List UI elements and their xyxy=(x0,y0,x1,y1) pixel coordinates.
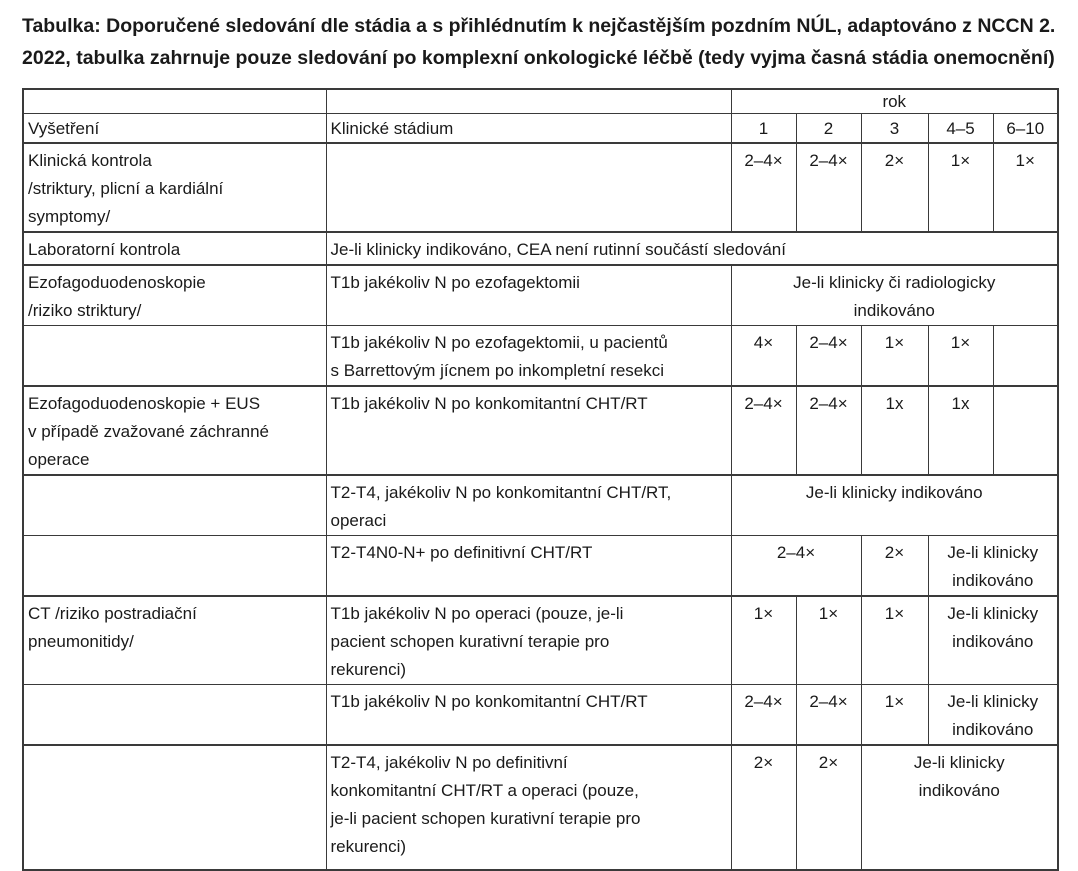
table-row: T2-T4, jakékoliv N po konkomitantní CHT/… xyxy=(22,474,1059,536)
header-year: 6–10 xyxy=(992,112,1059,144)
header-year: 4–5 xyxy=(927,112,994,144)
cell-year-value: 2× xyxy=(860,142,929,233)
cell-note: Je-li klinicky indikováno, CEA není ruti… xyxy=(325,231,1059,266)
cell-stage: T2-T4, jakékoliv N po definitivní konkom… xyxy=(325,744,732,871)
table-row: T2-T4N0-N+ po definitivní CHT/RT 2–4× 2×… xyxy=(22,535,1059,597)
empty-cell xyxy=(22,474,327,536)
follow-up-table: rok Vyšetření Klinické stádium 1 2 3 4–5… xyxy=(22,88,1059,871)
cell-year-value: 2× xyxy=(795,744,862,871)
cell-year-value: 2–4× xyxy=(730,535,862,597)
empty-cell xyxy=(22,684,327,746)
empty-cell xyxy=(22,744,327,871)
cell-stage: T2-T4N0-N+ po definitivní CHT/RT xyxy=(325,535,732,597)
cell-stage: T1b jakékoliv N po konkomitantní CHT/RT xyxy=(325,684,732,746)
cell-examination: Laboratorní kontrola xyxy=(22,231,327,266)
cell-examination: Ezofagoduodenoskopie + EUS v případě zva… xyxy=(22,385,327,476)
cell-note: Je-li klinicky či radiologicky indikován… xyxy=(730,264,1059,326)
cell-stage: T1b jakékoliv N po konkomitantní CHT/RT xyxy=(325,385,732,476)
header-examination: Vyšetření xyxy=(22,112,327,144)
cell-year-value: 1x xyxy=(860,385,929,476)
cell-stage: T1b jakékoliv N po operaci (pouze, je-li… xyxy=(325,595,732,685)
table-row: rok xyxy=(22,88,1059,114)
empty-cell xyxy=(22,535,327,597)
cell-note: Je-li klinicky indikováno xyxy=(730,474,1059,536)
cell-year-value xyxy=(992,325,1059,387)
cell-year-value: 2–4× xyxy=(730,385,797,476)
table-row: Vyšetření Klinické stádium 1 2 3 4–5 6–1… xyxy=(22,112,1059,144)
cell-year-value: 2–4× xyxy=(795,142,862,233)
table-title: Tabulka: Doporučené sledování dle stádia… xyxy=(22,15,1056,69)
header-year: 3 xyxy=(860,112,929,144)
empty-cell xyxy=(22,88,327,114)
cell-stage: T1b jakékoliv N po ezofagektomii, u paci… xyxy=(325,325,732,387)
table-row: Laboratorní kontrola Je-li klinicky indi… xyxy=(22,231,1059,266)
cell-year-value: 1× xyxy=(860,325,929,387)
table-row: CT /riziko postradiační pneumonitidy/ T1… xyxy=(22,595,1059,685)
cell-note: Je-li klinicky indikováno xyxy=(927,684,1059,746)
cell-year-value: 1× xyxy=(730,595,797,685)
table-row: Klinická kontrola /striktury, plicní a k… xyxy=(22,142,1059,233)
cell-year-value: 1× xyxy=(992,142,1059,233)
cell-year-value xyxy=(992,385,1059,476)
cell-stage: T2-T4, jakékoliv N po konkomitantní CHT/… xyxy=(325,474,732,536)
empty-cell xyxy=(325,142,732,233)
cell-year-value: 2× xyxy=(730,744,797,871)
cell-note: Je-li klinicky indikováno xyxy=(927,535,1059,597)
cell-year-value: 2–4× xyxy=(795,684,862,746)
cell-examination: Klinická kontrola /striktury, plicní a k… xyxy=(22,142,327,233)
year-group-header: rok xyxy=(730,88,1059,114)
header-stage: Klinické stádium xyxy=(325,112,732,144)
header-year: 1 xyxy=(730,112,797,144)
table-row: Ezofagoduodenoskopie + EUS v případě zva… xyxy=(22,385,1059,476)
cell-year-value: 4× xyxy=(730,325,797,387)
cell-examination: Ezofagoduodenoskopie /riziko striktury/ xyxy=(22,264,327,326)
cell-year-value: 2–4× xyxy=(730,684,797,746)
cell-year-value: 1× xyxy=(860,684,929,746)
cell-year-value: 1× xyxy=(795,595,862,685)
table-row: T1b jakékoliv N po ezofagektomii, u paci… xyxy=(22,325,1059,387)
empty-cell xyxy=(325,88,732,114)
cell-note: Je-li klinicky indikováno xyxy=(927,595,1059,685)
document-page: Tabulka: Doporučené sledování dle stádia… xyxy=(22,15,1059,871)
cell-year-value: 1× xyxy=(927,325,994,387)
cell-year-value: 2–4× xyxy=(795,325,862,387)
cell-year-value: 1× xyxy=(860,595,929,685)
cell-year-value: 1× xyxy=(927,142,994,233)
cell-note: Je-li klinicky indikováno xyxy=(860,744,1059,871)
table-row: T2-T4, jakékoliv N po definitivní konkom… xyxy=(22,744,1059,871)
table-row: Ezofagoduodenoskopie /riziko striktury/ … xyxy=(22,264,1059,326)
cell-year-value: 1x xyxy=(927,385,994,476)
cell-examination: CT /riziko postradiační pneumonitidy/ xyxy=(22,595,327,685)
cell-stage: T1b jakékoliv N po ezofagektomii xyxy=(325,264,732,326)
table-row: T1b jakékoliv N po konkomitantní CHT/RT … xyxy=(22,684,1059,746)
header-year: 2 xyxy=(795,112,862,144)
cell-year-value: 2× xyxy=(860,535,929,597)
empty-cell xyxy=(22,325,327,387)
cell-year-value: 2–4× xyxy=(795,385,862,476)
cell-year-value: 2–4× xyxy=(730,142,797,233)
